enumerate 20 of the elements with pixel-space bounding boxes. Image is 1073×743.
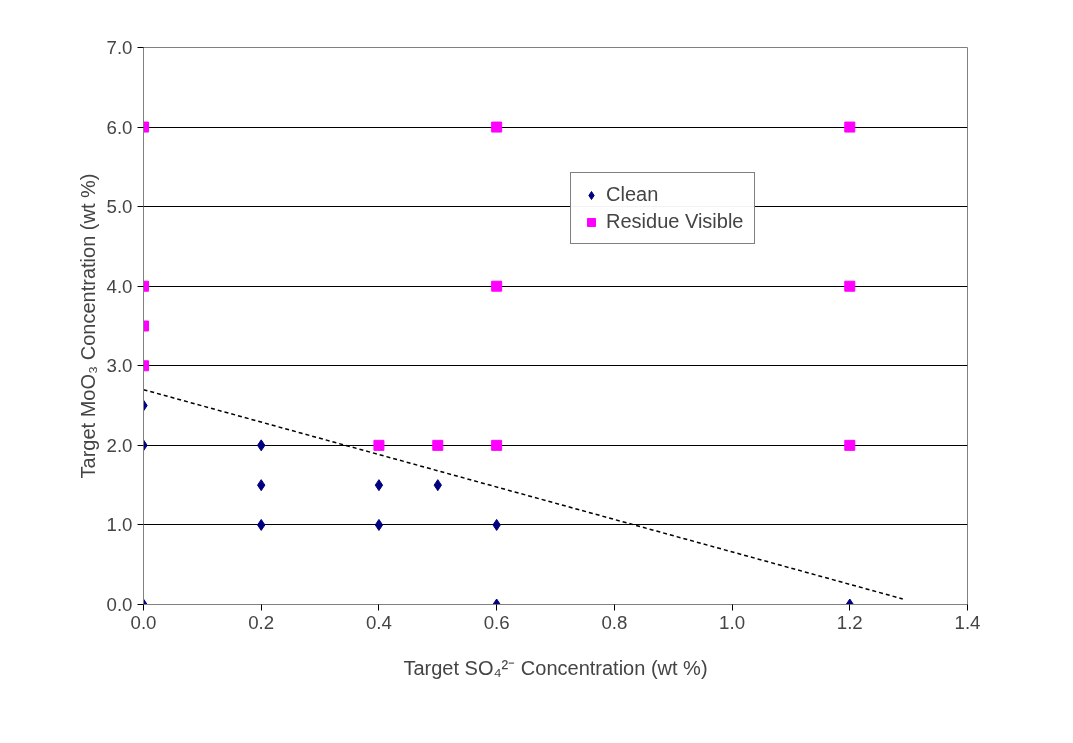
y-axis-title: Target MoO₃ Concentration (wt %) <box>76 173 99 479</box>
x-tick-label: 0.4 <box>365 611 392 633</box>
y-tick-label: 1.0 <box>106 514 133 536</box>
y-tick-label: 0.0 <box>106 594 133 615</box>
legend-label: Clean <box>606 183 659 206</box>
y-tick-label: 7.0 <box>106 37 133 58</box>
x-tick-label: 1.0 <box>719 611 746 633</box>
y-tick-label: 5.0 <box>106 196 133 218</box>
y-tick-label: 2.0 <box>106 434 133 456</box>
x-axis-title: Target SO₄²⁻ Concentration (wt %) <box>403 656 708 679</box>
x-tick-label: 0.6 <box>483 611 510 633</box>
x-tick-label: 1.2 <box>836 611 863 633</box>
x-tick-label: 0.2 <box>248 611 275 633</box>
legend-label: Residue Visible <box>606 210 744 233</box>
y-tick-label: 4.0 <box>106 275 133 297</box>
y-tick-label: 3.0 <box>106 355 133 377</box>
x-tick-label: 0.8 <box>601 611 628 633</box>
x-tick-label: 1.4 <box>954 611 981 633</box>
x-tick-label: 0.0 <box>130 611 157 633</box>
y-tick-label: 6.0 <box>106 116 133 138</box>
